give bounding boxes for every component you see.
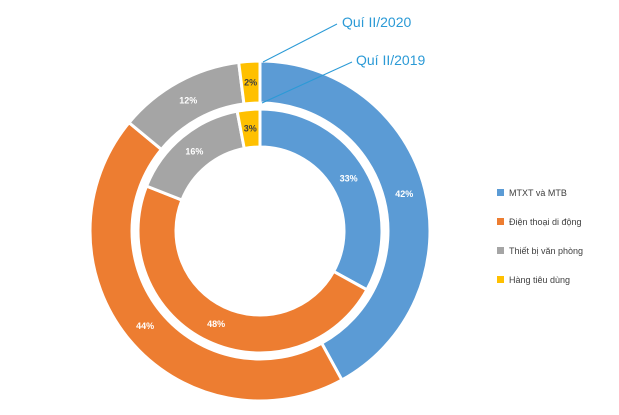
legend-swatch-dien-thoai	[497, 218, 504, 225]
callout-label-2020: Quí II/2020	[342, 14, 411, 30]
legend-item-thiet-bi: Thiết bị văn phòng	[497, 236, 583, 265]
outer-ring-slice-mtxt	[258, 59, 432, 383]
outer-ring-label-mtxt: 42%	[395, 189, 413, 199]
inner-ring-slice-hang-tieu-dung	[235, 107, 262, 151]
inner-ring-slice-dien-thoai	[136, 184, 369, 355]
callout-line-2019	[261, 61, 353, 104]
outer-ring-slice-dien-thoai	[88, 120, 344, 403]
legend-swatch-hang-tieu-dung	[497, 276, 504, 283]
inner-ring-label-mtxt: 33%	[340, 174, 358, 184]
legend-swatch-mtxt	[497, 189, 504, 196]
legend: MTXT và MTB Điện thoại di động Thiết bị …	[497, 178, 583, 294]
legend-item-dien-thoai: Điện thoại di động	[497, 207, 583, 236]
legend-swatch-thiet-bi	[497, 247, 504, 254]
outer-ring-label-hang-tieu-dung: 2%	[244, 77, 257, 87]
outer-ring-label-dien-thoai: 44%	[136, 321, 154, 331]
legend-label-hang-tieu-dung: Hàng tiêu dùng	[509, 274, 571, 285]
callout-line-2020	[262, 23, 338, 63]
legend-label-mtxt: MTXT và MTB	[509, 187, 567, 198]
callout-label-2019: Quí II/2019	[356, 52, 425, 68]
inner-ring-label-dien-thoai: 48%	[207, 319, 225, 329]
inner-ring-label-thiet-bi: 16%	[185, 147, 203, 157]
legend-item-mtxt: MTXT và MTB	[497, 178, 583, 207]
outer-ring-slice-hang-tieu-dung	[237, 59, 262, 106]
outer-ring-label-thiet-bi: 12%	[179, 95, 197, 105]
inner-ring-label-hang-tieu-dung: 3%	[244, 123, 257, 133]
legend-item-hang-tieu-dung: Hàng tiêu dùng	[497, 265, 583, 294]
legend-label-thiet-bi: Thiết bị văn phòng	[509, 245, 584, 256]
legend-label-dien-thoai: Điện thoại di động	[509, 216, 582, 227]
inner-ring-slice-mtxt	[258, 107, 384, 292]
